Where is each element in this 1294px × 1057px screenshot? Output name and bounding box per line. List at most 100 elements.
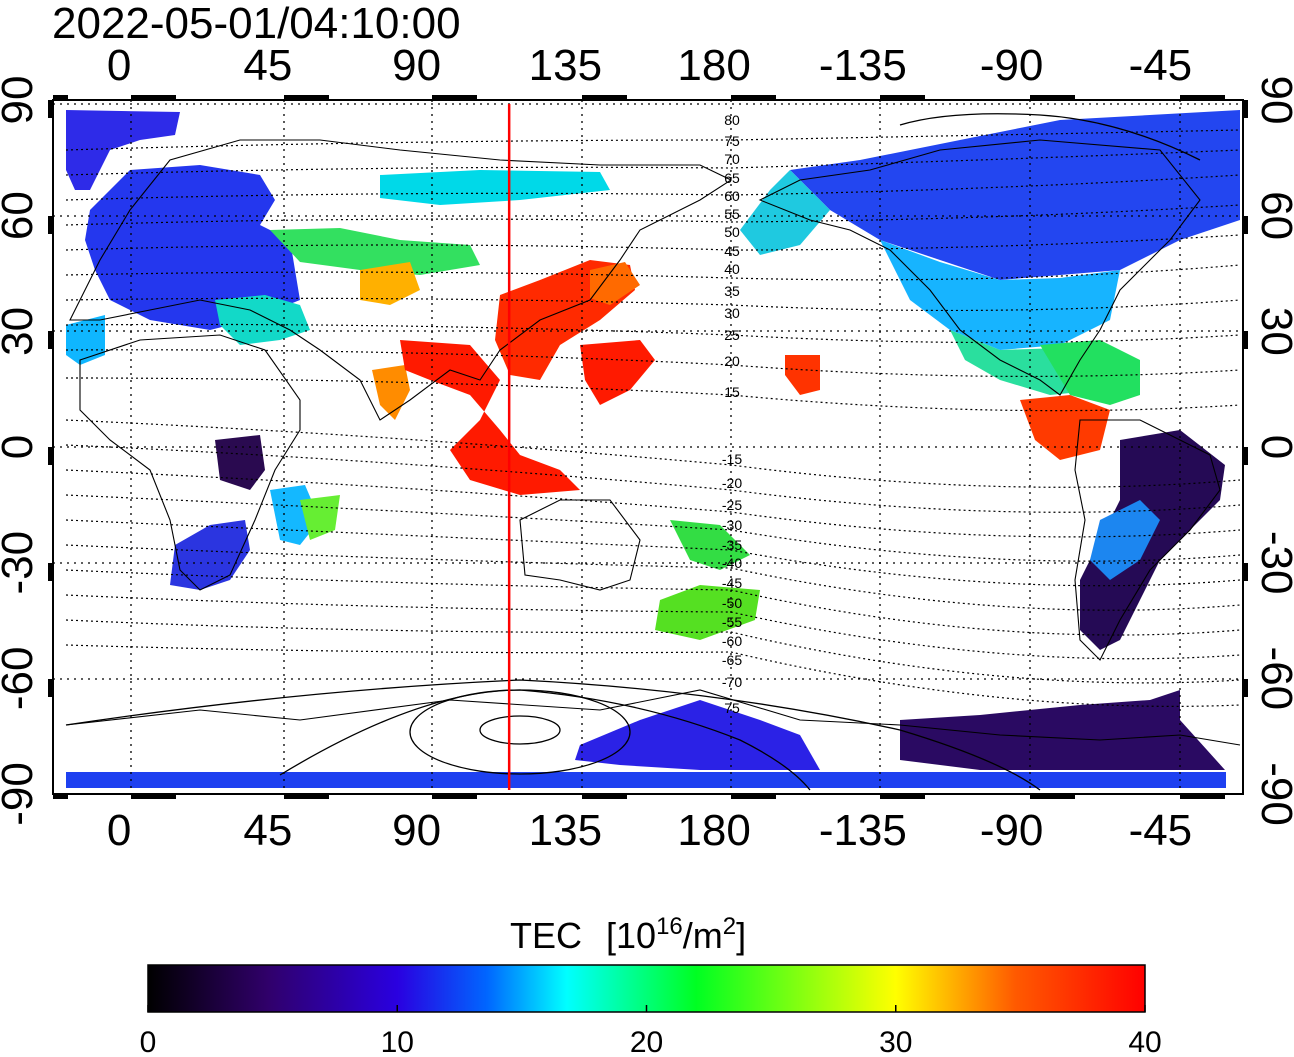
contour-label: -20	[722, 475, 742, 491]
magnetic-contours	[65, 129, 1241, 707]
tec-region-indian-ocean	[300, 495, 340, 540]
tec-region-south-america	[1080, 430, 1225, 650]
contour-label: 65	[724, 170, 740, 186]
top-lon-label: 90	[392, 41, 441, 90]
solid-contours	[65, 113, 1201, 791]
frame-scale-bars	[48, 95, 1248, 799]
coast-eurasia	[69, 139, 733, 421]
right-lat-label: -90	[1252, 762, 1294, 826]
contour-label: -30	[722, 517, 742, 533]
bottom-lon-label: 90	[392, 806, 441, 855]
top-lon-label: 135	[529, 41, 602, 90]
contour-label: 35	[724, 283, 740, 299]
coast-antarctica	[65, 689, 1241, 746]
right-lat-label: 60	[1252, 191, 1294, 240]
contour-label: 70	[724, 151, 740, 167]
right-lat-label: -30	[1252, 531, 1294, 595]
timestamp-title: 2022-05-01/04:10:00	[52, 0, 461, 48]
contour-label: 30	[724, 305, 740, 321]
top-lon-label: 180	[677, 41, 750, 90]
tec-region-iberia	[66, 315, 105, 365]
contour-label: -60	[722, 633, 742, 649]
contour-label: 50	[724, 224, 740, 240]
left-lat-label: 60	[0, 191, 42, 240]
left-lat-label: 90	[0, 76, 42, 125]
tec-region-tibet	[360, 262, 420, 305]
contour-label: 25	[724, 327, 740, 343]
contour-label: 75	[724, 133, 740, 149]
contour-label: 20	[724, 353, 740, 369]
left-lat-label: -30	[0, 531, 42, 595]
contour-label: 80	[724, 112, 740, 128]
colorbar-title: TEC [1016/m2]	[510, 913, 746, 956]
tec-region-north-america-central	[880, 240, 1120, 350]
left-lat-label: -60	[0, 647, 42, 711]
bottom-lon-label: 0	[107, 806, 131, 855]
contour-label: 75	[724, 700, 740, 716]
top-lon-label: -45	[1129, 41, 1193, 90]
tec-region-gulf	[1040, 340, 1140, 405]
coast-north-america	[758, 139, 1201, 396]
contour-label: -35	[722, 537, 742, 553]
tec-region-central-asia	[270, 228, 480, 275]
tec-region-andes	[1090, 500, 1160, 580]
colorbar-tick-label: 20	[630, 1026, 663, 1057]
tec-region-antarctica-east	[900, 690, 1225, 770]
left-lat-label: 0	[0, 435, 42, 459]
colorbar-gradient	[147, 964, 1146, 1013]
contour-labels-south: -15 -20 -25 -30 -35 -40 -45 -50 -55 -60 -65 -70 75	[722, 451, 742, 716]
bottom-lon-label: -90	[980, 806, 1044, 855]
contour-label: -15	[722, 451, 742, 467]
tec-region-pacific-red	[580, 340, 655, 405]
tec-region-japan	[590, 262, 640, 305]
contour-label: 40	[724, 261, 740, 277]
tec-region-pacific-islands	[785, 355, 820, 395]
colorbar-tick-label: 0	[140, 1026, 157, 1057]
coast-australia	[519, 499, 641, 591]
bottom-lon-labels: 0 45 90 135 180 -135 -90 -45	[107, 806, 1192, 855]
colorbar-tick-label: 30	[879, 1026, 912, 1057]
tec-region-northern-asia	[380, 170, 610, 205]
bottom-lon-label: -45	[1129, 806, 1193, 855]
contour-label: -70	[722, 674, 742, 690]
top-lon-label: 0	[107, 41, 131, 90]
contour-label: 45	[724, 243, 740, 259]
contour-label: 60	[724, 188, 740, 204]
colorbar-tick-label: 40	[1128, 1026, 1161, 1057]
right-lat-labels: 90 60 30 0 -30 -60 -90	[1252, 76, 1294, 826]
tec-region-australia-east	[670, 520, 750, 570]
contour-label: -45	[722, 575, 742, 591]
tec-region-central-america	[1020, 395, 1110, 460]
tec-region-alaska	[740, 170, 830, 255]
left-lat-label: -90	[0, 762, 42, 826]
bottom-lon-label: 45	[243, 806, 292, 855]
tec-region-polar-strip	[66, 772, 1226, 788]
colorbar-ticks: 0 10 20 30 40	[140, 1005, 1162, 1057]
tec-data-layer	[66, 110, 1240, 788]
right-lat-label: 0	[1252, 435, 1294, 459]
tec-region-africa-south	[170, 520, 250, 590]
map-panel: 80 75 70 65 60 55 50 45 40 35 30 25 20 15 -15 -20 -25 -3…	[48, 95, 1248, 799]
contour-label: 55	[724, 206, 740, 222]
tec-region-antarctica-west	[575, 700, 820, 770]
coast-africa	[79, 334, 301, 591]
top-lon-label: -90	[980, 41, 1044, 90]
contour-label: -65	[722, 652, 742, 668]
contour-label: -25	[722, 497, 742, 513]
contour-label: 15	[724, 384, 740, 400]
contour-label: -50	[722, 595, 742, 611]
tec-region-north-america-north	[790, 110, 1240, 280]
contour-label: -55	[722, 614, 742, 630]
top-lon-labels: 0 45 90 135 180 -135 -90 -45	[107, 41, 1192, 90]
contour-labels-north: 80 75 70 65 60 55 50 45 40 35 30 25 20 15	[724, 112, 740, 400]
contour-label: -40	[722, 555, 742, 571]
top-lon-label: 45	[243, 41, 292, 90]
right-lat-label: 30	[1252, 307, 1294, 356]
tec-region-new-zealand	[655, 585, 760, 640]
right-lat-label: 90	[1252, 76, 1294, 125]
tec-region-africa-east	[215, 435, 265, 490]
tec-region-europe	[66, 110, 180, 190]
right-lat-label: -60	[1252, 647, 1294, 711]
colorbar: TEC [1016/m2] 0 10 20 30 40	[140, 913, 1162, 1057]
